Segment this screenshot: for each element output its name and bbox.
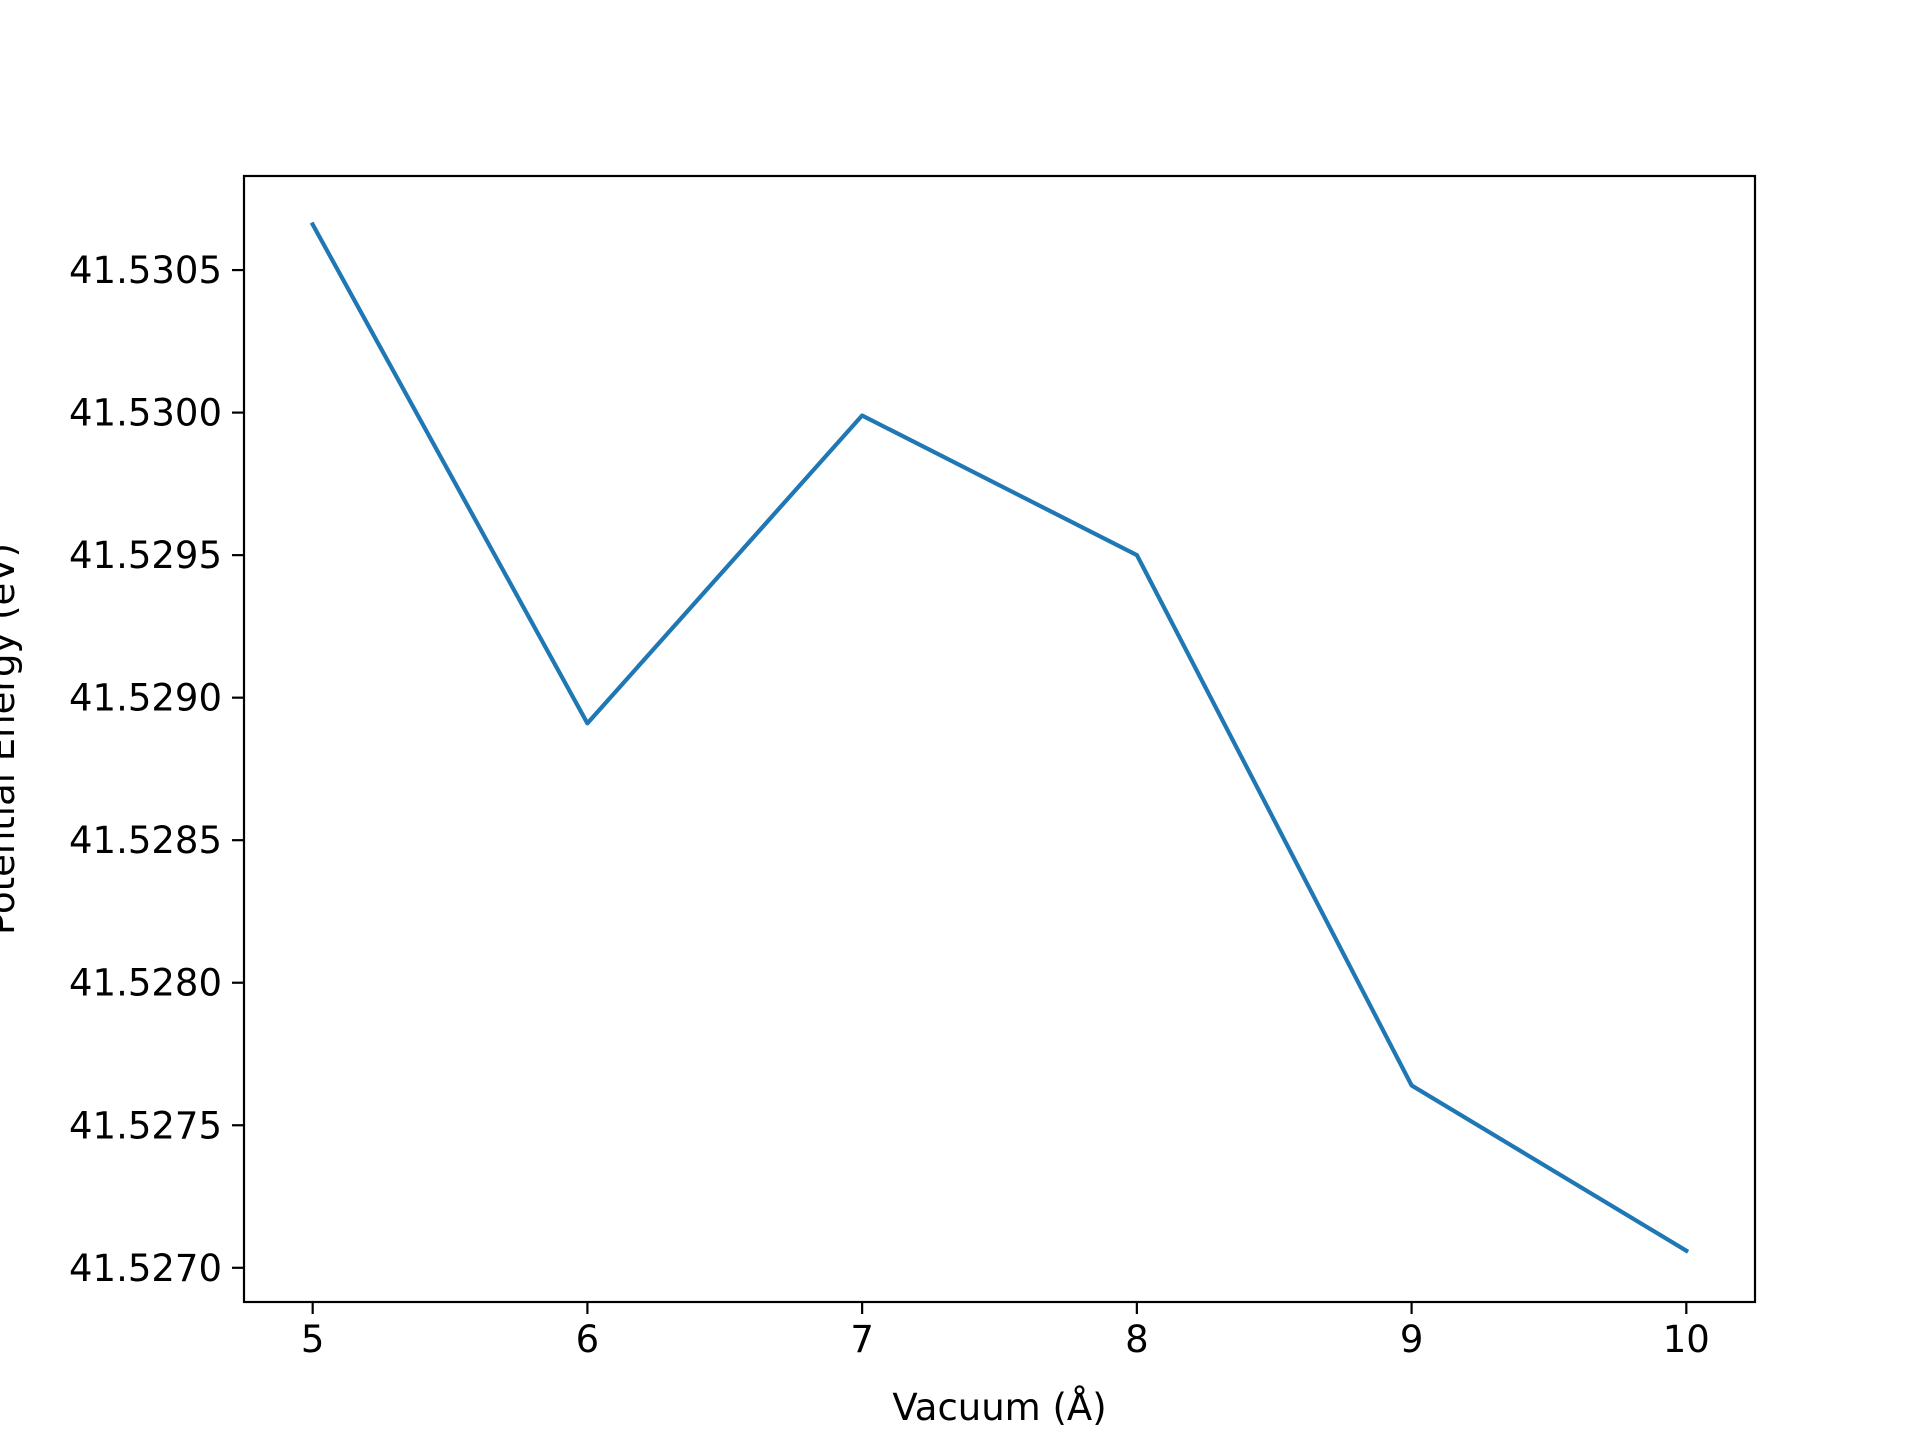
y-tick-label: 41.5290	[69, 677, 222, 720]
y-tick-label: 41.5300	[69, 392, 222, 435]
y-axis-title: Potential Energy (eV)	[0, 543, 23, 935]
plot-area	[242, 174, 1757, 1304]
x-tick-label: 8	[1125, 1318, 1149, 1361]
x-tick-label: 7	[850, 1318, 874, 1361]
y-axis-ticks: 41.5270 41.5275 41.5280 41.5285 41.5290 41.52…	[69, 249, 244, 1290]
x-tick-label: 6	[576, 1318, 600, 1361]
x-tick-label: 10	[1663, 1318, 1710, 1361]
x-axis-ticks: 5 6 7 8 9 10	[301, 1302, 1710, 1361]
axes-frame	[242, 174, 1757, 1304]
y-tick-label: 41.5275	[69, 1104, 222, 1147]
y-tick-label: 41.5305	[69, 249, 222, 292]
x-axis-title: Vacuum (Å)	[892, 1385, 1106, 1429]
y-tick-label: 41.5270	[69, 1247, 222, 1290]
y-tick-label: 41.5285	[69, 819, 222, 862]
x-tick-label: 5	[301, 1318, 325, 1361]
y-tick-label: 41.5295	[69, 534, 222, 577]
y-tick-label: 41.5280	[69, 962, 222, 1005]
x-tick-label: 9	[1400, 1318, 1424, 1361]
series-line	[309, 221, 1690, 1254]
